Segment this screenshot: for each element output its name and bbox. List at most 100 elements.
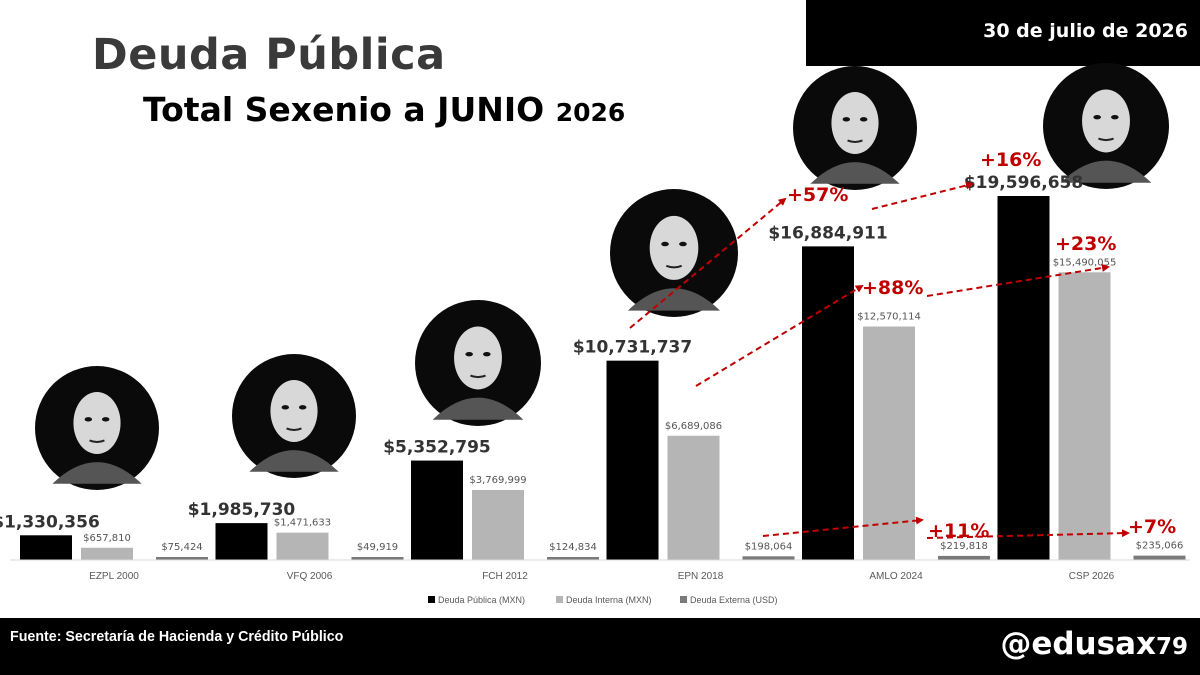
x-tick-label-1: VFQ 2006 [287, 571, 333, 582]
portrait-4 [793, 66, 917, 190]
legend-swatch-externa [680, 596, 687, 603]
portrait-face [831, 92, 879, 155]
bar-externa-5 [1133, 555, 1186, 560]
data-label-interna-0: $657,810 [83, 533, 131, 544]
footer-bar: Fuente: Secretaría de Hacienda y Crédito… [0, 618, 1200, 675]
portrait-3 [610, 189, 738, 317]
growth-label-2: +88% [862, 277, 923, 299]
data-label-publica-5: $19,596,658 [964, 173, 1083, 193]
bar-interna-4 [863, 326, 915, 560]
legend-swatch-publica [428, 596, 435, 603]
portrait-mouth [470, 374, 486, 379]
x-tick-label-0: EZPL 2000 [89, 571, 139, 582]
portrait-eye [859, 117, 868, 122]
portrait-mouth [89, 439, 105, 443]
portrait-mouth [1098, 137, 1114, 142]
subtitle-year: 2026 [555, 98, 626, 127]
x-tick-label-3: EPN 2018 [678, 571, 724, 582]
handle-number: 79 [1155, 634, 1188, 660]
growth-label-5: +7% [1128, 516, 1176, 538]
bar-publica-1 [215, 523, 268, 560]
portrait-face [454, 326, 502, 390]
data-label-publica-3: $10,731,737 [573, 338, 692, 358]
portrait-shoulders [627, 288, 721, 311]
growth-label-0: +57% [787, 184, 848, 206]
growth-arrow-1 [871, 181, 974, 210]
bar-publica-4 [802, 246, 854, 560]
data-label-externa-2: $124,834 [549, 542, 597, 553]
portrait-eye [679, 241, 687, 247]
portrait-eye [281, 405, 290, 410]
data-label-publica-1: $1,985,730 [188, 500, 296, 520]
bar-interna-3 [667, 435, 720, 560]
data-label-publica-0: $1,330,356 [0, 512, 100, 532]
portrait-5 [1043, 63, 1169, 189]
growth-label-1: +16% [980, 149, 1041, 171]
portrait-mouth [286, 427, 302, 431]
bar-publica-5 [997, 196, 1050, 560]
growth-label-3: +23% [1055, 233, 1116, 255]
growth-label-4: +11% [928, 520, 989, 542]
data-label-publica-2: $5,352,795 [383, 438, 491, 458]
bar-publica-3 [606, 360, 659, 560]
portrait-face [73, 392, 121, 455]
data-label-externa-3: $198,064 [745, 541, 793, 552]
portrait-eye [1093, 114, 1101, 120]
portrait-eye [661, 241, 669, 247]
bar-publica-2 [411, 460, 463, 560]
bar-interna-5 [1058, 272, 1111, 560]
data-label-interna-2: $3,769,999 [469, 475, 526, 486]
handle-main: @edusax [1000, 626, 1156, 662]
legend-swatch-interna [556, 596, 563, 603]
portrait-shoulders [432, 397, 524, 420]
portrait-0 [35, 366, 159, 490]
portrait-1 [232, 354, 356, 478]
growth-arrow-2 [695, 284, 864, 387]
portrait-face [1082, 89, 1130, 153]
debt-chart: $1,330,356 $1,985,730 $5,352,795 $10,731,73… [0, 63, 1190, 605]
annotations-layer: +57% +16% +88% +23% +11% +7% [629, 149, 1176, 542]
x-tick-label-2: FCH 2012 [482, 571, 528, 582]
bar-publica-0 [20, 535, 72, 560]
x-tick-label-4: AMLO 2024 [869, 571, 923, 582]
portrait-eye [298, 405, 307, 410]
legend: Deuda Pública (MXN) Deuda Interna (MXN) De… [428, 595, 778, 605]
portrait-shoulders [810, 162, 900, 184]
portrait-eye [465, 351, 473, 357]
portrait-eye [101, 417, 110, 422]
bar-externa-2 [547, 557, 599, 560]
growth-arrow-4 [762, 516, 924, 537]
x-tick-label-5: CSP 2026 [1069, 571, 1115, 582]
growth-arrow-3 [926, 263, 1110, 297]
data-label-externa-0: $75,424 [161, 542, 202, 553]
portrait-shoulders [1060, 160, 1152, 183]
page-subtitle: Total Sexenio a JUNIO 2026 [143, 90, 625, 129]
bar-externa-0 [156, 557, 208, 560]
bar-interna-1 [276, 532, 329, 560]
growth-arrow-5 [926, 529, 1130, 539]
portrait-shoulders [249, 450, 339, 472]
legend-label-externa: Deuda Externa (USD) [690, 595, 778, 605]
data-label-interna-3: $6,689,086 [665, 421, 722, 432]
bar-externa-4 [938, 555, 990, 560]
legend-label-publica: Deuda Pública (MXN) [438, 595, 525, 605]
bar-labels-layer: $1,330,356 $1,985,730 $5,352,795 $10,731,73… [0, 173, 1183, 553]
portrait-eye [842, 117, 851, 122]
portrait-eye [483, 351, 491, 357]
source-text: Fuente: Secretaría de Hacienda y Crédito… [10, 628, 344, 645]
portrait-mouth [665, 264, 683, 269]
growth-arrow-0 [629, 197, 787, 329]
bar-interna-0 [81, 547, 133, 560]
portrait-face [270, 380, 318, 443]
bars-layer [20, 196, 1186, 560]
portrait-eye [1111, 114, 1119, 120]
subtitle-main: Total Sexenio a JUNIO [143, 90, 545, 129]
data-label-interna-5: $15,490,055 [1053, 257, 1117, 268]
data-label-externa-4: $219,818 [940, 541, 988, 552]
date-box: 30 de julio de 2026 [806, 0, 1200, 66]
portrait-2 [415, 300, 541, 426]
author-handle: @edusax79 [1000, 626, 1188, 662]
portrait-mouth [847, 139, 863, 143]
bar-externa-1 [351, 557, 404, 560]
data-label-interna-4: $12,570,114 [857, 312, 921, 323]
